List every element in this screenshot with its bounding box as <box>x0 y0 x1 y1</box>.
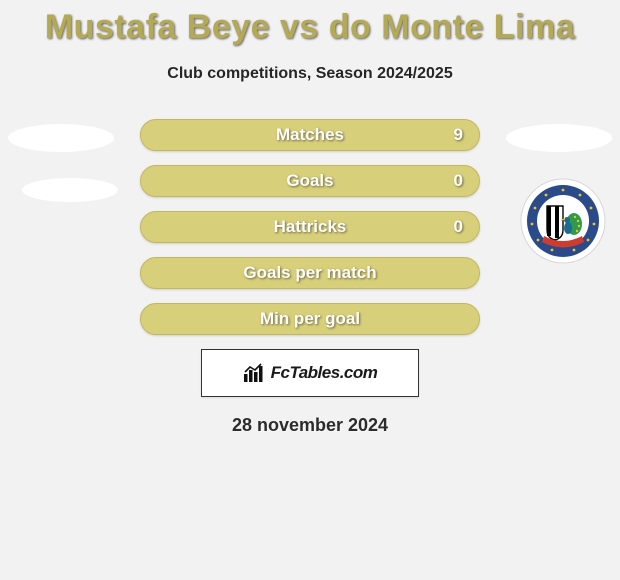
stat-label: Hattricks <box>274 217 347 237</box>
stat-label: Goals per match <box>243 263 376 283</box>
stat-label: Goals <box>286 171 333 191</box>
player-right-avatar-placeholder <box>506 124 612 152</box>
stat-value-right: 0 <box>454 217 463 237</box>
stat-row-min-per-goal: Min per goal <box>140 303 480 335</box>
date-text: 28 november 2024 <box>0 415 620 436</box>
stat-row-hattricks: Hattricks 0 <box>140 211 480 243</box>
stat-label: Matches <box>276 125 344 145</box>
stat-value-right: 0 <box>454 171 463 191</box>
shield-icon <box>547 206 563 240</box>
stat-label: Min per goal <box>260 309 360 329</box>
subtitle: Club competitions, Season 2024/2025 <box>0 65 620 83</box>
player-left-avatar-placeholder-1 <box>8 124 114 152</box>
club-badge-svg <box>520 178 606 264</box>
club-badge <box>520 178 606 264</box>
brand-box[interactable]: FcTables.com <box>201 349 419 397</box>
stat-row-goals-per-match: Goals per match <box>140 257 480 289</box>
stat-row-goals: Goals 0 <box>140 165 480 197</box>
stat-value-right: 9 <box>454 125 463 145</box>
player-left-avatar-placeholder-2 <box>22 178 118 202</box>
brand-chart-icon <box>243 362 265 384</box>
page-title: Mustafa Beye vs do Monte Lima <box>0 0 620 47</box>
brand-text: FcTables.com <box>271 363 378 383</box>
stat-row-matches: Matches 9 <box>140 119 480 151</box>
